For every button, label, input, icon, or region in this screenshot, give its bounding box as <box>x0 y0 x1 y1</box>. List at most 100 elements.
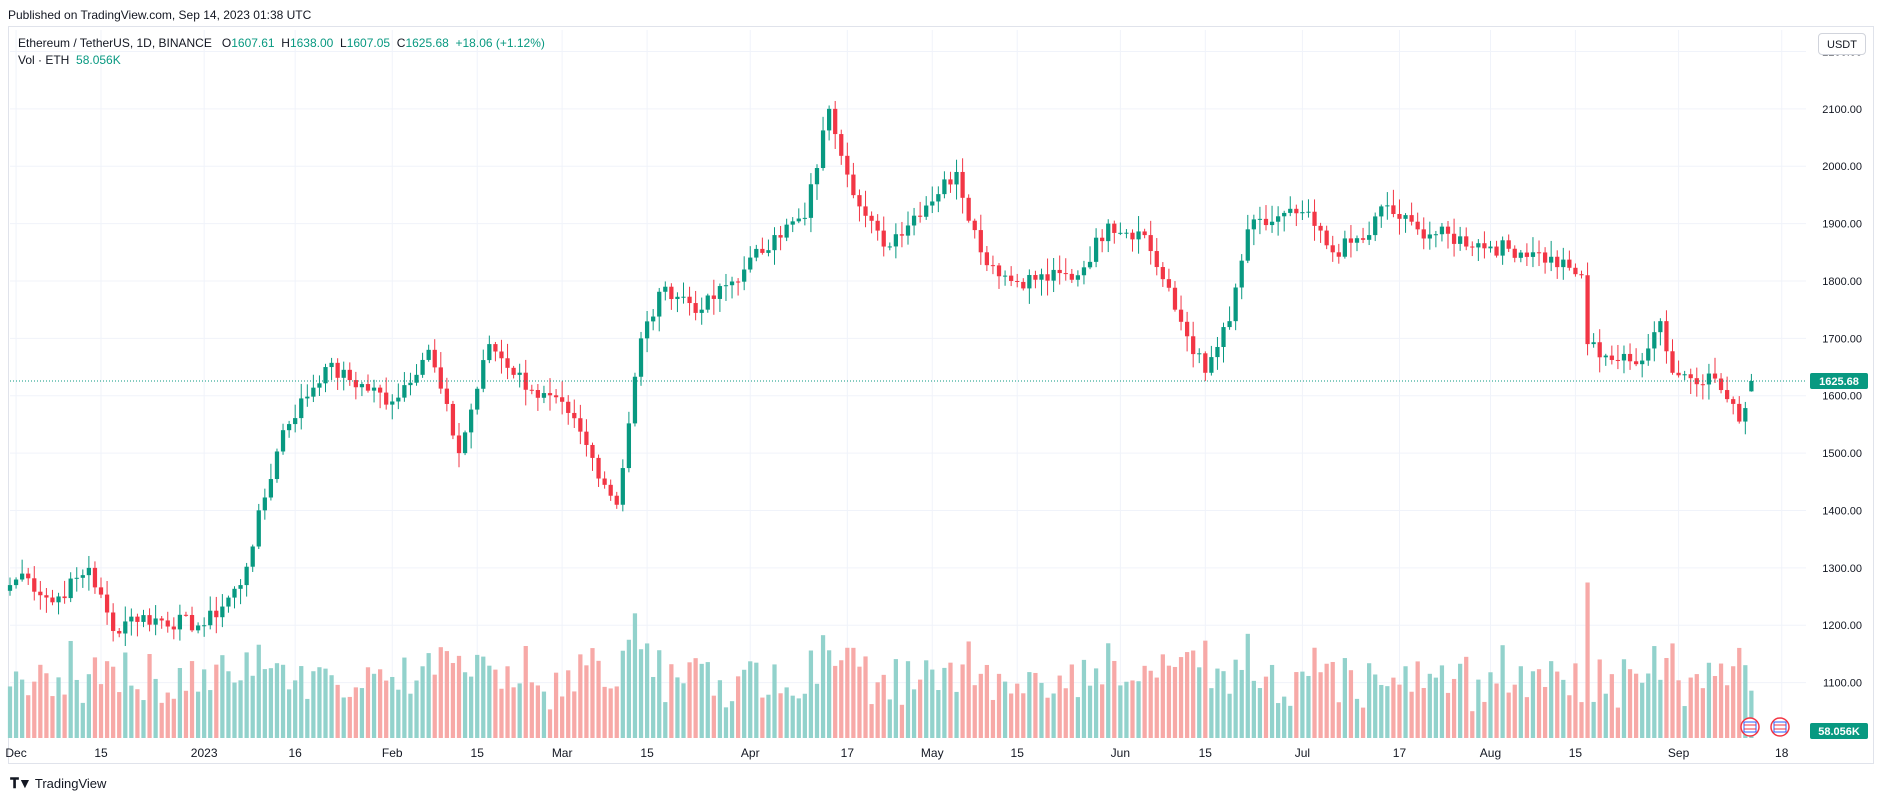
volume-bar <box>390 676 395 738</box>
candle-body <box>1184 321 1190 337</box>
currency-button[interactable]: USDT <box>1818 33 1866 55</box>
candle-body <box>1251 219 1256 230</box>
candle-body <box>1367 235 1372 240</box>
volume-bar <box>1100 684 1105 738</box>
volume-bar <box>723 707 729 738</box>
candle-body <box>1621 353 1627 361</box>
volume-bar <box>1021 693 1026 738</box>
volume-bar <box>1518 666 1523 738</box>
volume-bar <box>353 687 358 738</box>
volume-bar <box>1221 671 1226 738</box>
candle-body <box>687 296 692 304</box>
volume-bar <box>1567 695 1572 738</box>
volume-bar <box>1045 697 1050 738</box>
low-label: L <box>340 36 347 50</box>
candle-body <box>20 573 25 580</box>
volume-bar <box>1112 660 1117 738</box>
candle-body <box>493 344 498 352</box>
candle-body <box>208 610 213 626</box>
candle-body <box>644 321 650 339</box>
candle-body <box>1106 223 1111 242</box>
volume-bar <box>456 655 462 738</box>
candle-body <box>1209 357 1214 373</box>
y-tick-label: 1500.00 <box>1822 448 1862 460</box>
volume-bar <box>1549 661 1554 738</box>
candle-body <box>1081 267 1087 276</box>
candle-body <box>851 174 856 196</box>
candle-body <box>1670 351 1675 373</box>
candle-body <box>377 387 383 393</box>
volume-bar <box>493 669 498 738</box>
volume-bar <box>839 660 844 738</box>
volume-bar <box>566 670 571 738</box>
candle-body <box>1021 281 1026 289</box>
volume-bar <box>1482 701 1487 738</box>
candle-body <box>1063 273 1068 275</box>
volume-bar <box>663 702 668 738</box>
volume-bar <box>863 656 868 738</box>
candle-body <box>948 179 953 185</box>
volume-bar <box>80 702 85 738</box>
candle-body <box>578 418 583 432</box>
candle-body <box>826 108 832 131</box>
volume-bar <box>1621 659 1627 738</box>
candle-body <box>614 495 619 505</box>
y-tick-label: 1600.00 <box>1822 391 1862 403</box>
volume-bar <box>802 693 807 738</box>
candle-body <box>117 630 122 634</box>
volume-bar <box>1421 687 1426 738</box>
volume-bar <box>408 693 413 738</box>
candle-body <box>1385 205 1390 207</box>
volume-bar <box>1718 663 1724 738</box>
candle-body <box>675 296 680 300</box>
candle-body <box>735 281 741 283</box>
volume-bar <box>1573 663 1578 738</box>
volume-bar <box>323 668 328 738</box>
candle-body <box>80 575 85 578</box>
candle-body <box>1124 232 1129 234</box>
x-tick-label: Apr <box>741 746 760 760</box>
chart-frame[interactable] <box>8 26 1874 764</box>
x-tick-label: 17 <box>841 746 855 760</box>
candle-body <box>335 362 340 378</box>
volume-bar <box>687 662 692 738</box>
volume-bar <box>226 671 231 738</box>
candle-body <box>98 587 104 595</box>
last-price-tag <box>1810 373 1868 390</box>
volume-bar <box>1743 665 1748 738</box>
candle-body <box>426 349 431 360</box>
candle-body <box>384 392 389 405</box>
volume-bar <box>475 654 480 738</box>
volume-bar <box>1627 669 1633 738</box>
volume-bar <box>523 646 528 738</box>
top-bar: Published on TradingView.com, Sep 14, 20… <box>0 0 1883 28</box>
candle-body <box>772 235 777 251</box>
volume-bar <box>183 690 189 738</box>
candle-body <box>924 205 929 217</box>
candle-body <box>293 418 298 425</box>
volume-bar <box>1700 688 1705 738</box>
candle-body <box>44 595 49 598</box>
candle-body <box>984 252 990 266</box>
volume-bar <box>1245 633 1250 738</box>
x-tick-label: 15 <box>1011 746 1025 760</box>
candle-body <box>1706 373 1712 385</box>
volume-bar <box>244 652 249 738</box>
volume-bar <box>450 663 456 738</box>
ohlc-legend-row: Ethereum / TetherUS, 1D, BINANCE O1607.6… <box>18 35 545 52</box>
volume-bar <box>638 649 644 738</box>
tradingview-logo[interactable]: 𝐓▼ TradingView <box>10 775 106 792</box>
candle-body <box>1069 273 1074 280</box>
x-tick-label: Jul <box>1295 746 1310 760</box>
candle-body <box>505 358 510 368</box>
candle-body <box>86 567 92 576</box>
volume-bar <box>1445 692 1451 738</box>
volume-bar <box>1385 686 1390 738</box>
volume-bar <box>365 667 371 738</box>
volume-bar <box>681 683 686 738</box>
candle-body <box>359 384 365 388</box>
volume-bar <box>123 652 128 738</box>
volume-bar <box>104 661 110 738</box>
candle-body <box>808 184 814 218</box>
